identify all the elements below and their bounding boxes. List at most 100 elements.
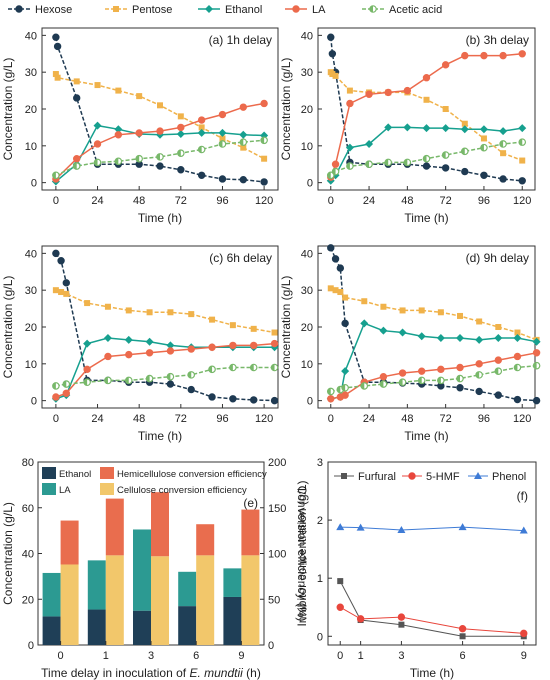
data-point-Ethanol [479,125,488,134]
y-right-tick-label: 150 [268,503,286,515]
x-axis-label: Time (h) [138,429,182,443]
data-point-Hexose [475,387,483,396]
data-point-Pentose [461,120,468,127]
data-point-5-HMF [458,625,467,633]
y-axis-label: Concentration (g/L) [279,58,293,161]
data-point-Pentose [125,307,132,314]
data-point-Ethanol [176,130,185,139]
data-point-Pentose [177,113,184,120]
data-point-LA [379,373,388,381]
data-point-Acetic acid [460,147,469,156]
panel-f: 0 1 3 6 9 0 1 2 3 Time (h) Inhibitor concentration… [295,457,537,680]
data-point-Ethanol [83,339,92,348]
data-point-LA [73,155,81,163]
data-point-Ethanol [398,328,407,337]
data-point-Hexose [331,255,340,263]
data-point-Acetic acid-fill [260,137,265,144]
data-point-Pentose [198,124,205,131]
y-tick-label: 20 [25,322,37,334]
data-point-Ethanol [403,123,412,132]
x-tick-label: 0 [328,195,334,207]
data-point-Acetic acid [437,376,445,385]
data-point-Hexose [327,33,335,41]
y-tick-label: 0 [28,640,34,652]
y-axis-label: Concentration (g/L) [1,58,15,161]
series-line-Furfural [339,580,524,637]
x-tick-label: 0 [53,195,59,207]
data-point-Phenol [397,525,406,533]
legend-marker [341,473,347,479]
bar-hemicellulose-efficiency [241,509,260,556]
data-point-Acetic acid [499,140,507,148]
data-point-Acetic acid [270,363,279,372]
legend-marker [474,472,482,479]
data-point-LA [145,349,154,357]
x-tick-label: 72 [440,413,452,425]
data-point-Ethanol [341,367,350,376]
data-point-Acetic acid-fill [327,172,331,179]
series-line-Acetic acid [55,139,265,176]
y-tick-label: 40 [301,30,313,42]
data-point-LA [125,350,133,359]
x-tick-label: 1 [358,650,364,662]
legend-label: Cellulose conversion efficiency [117,485,247,496]
data-point-Ethanol [360,319,369,328]
data-point-Pentose [519,157,526,164]
data-point-LA [156,127,164,135]
data-point-Pentose [500,150,507,157]
data-point-Pentose [219,135,226,142]
data-point-Phenol [458,523,467,531]
data-point-Acetic acid-fill [332,168,336,175]
plot-frame [317,245,536,409]
data-point-Acetic acid-fill [327,388,331,395]
bar-la [178,571,197,607]
data-point-Hexose [208,393,216,401]
data-point-Acetic acid-fill [198,146,202,153]
x-axis-label-suffix: (h) [243,666,261,680]
legend-e: Ethanol Hemicellulose conversion efficien… [42,467,267,496]
data-point-Acetic acid [384,158,393,167]
bar-la [42,572,61,617]
data-point-Acetic acid-fill [229,364,233,371]
data-point-Acetic acid-fill [188,371,192,379]
data-point-LA [135,129,143,137]
data-point-Acetic acid [475,371,483,379]
bar-hemicellulose-efficiency [196,524,215,556]
data-point-Acetic acid [360,382,369,390]
data-point-LA [456,363,464,372]
data-point-Phenol [336,523,345,531]
bar-cellulose-efficiency [151,556,169,645]
y-tick-label: 30 [301,67,313,79]
x-tick-label: 1 [103,650,109,662]
data-point-Acetic acid-fill [461,148,465,155]
data-point-Acetic acid [239,138,248,146]
data-point-Pentose [240,144,247,151]
data-point-Ethanol [124,335,133,344]
bar-ethanol [178,606,197,645]
data-point-Acetic acid [135,154,143,163]
data-point-Hexose [260,178,268,186]
data-point-Ethanol [218,128,227,137]
series-line-Hexose [55,37,265,183]
y-tick-label: 20 [301,104,313,116]
data-point-5-HMF [336,603,344,611]
y-tick-label: 40 [301,248,313,260]
y-axis-label: Inhibitor concentration (g/L) [295,480,309,626]
y-tick-label: 10 [25,141,37,153]
data-point-Acetic acid-fill [385,159,389,166]
legend-swatch [100,483,114,495]
y-tick-label: 80 [22,457,34,469]
data-point-Acetic acid-fill [442,151,446,159]
data-point-Ethanol [365,139,374,148]
data-point-Hexose [518,177,526,185]
data-point-Hexose [52,33,60,41]
data-point-Pentose [52,287,59,294]
data-point-Pentose [58,289,65,296]
data-point-LA [187,345,195,353]
data-point-LA [532,349,541,357]
x-axis-label: Time (h) [404,211,448,225]
panel-1: 0 24 48 72 96 120 0 10 20 30 40 Time (h) Concentrati… [279,27,536,225]
panel-label: (f) [517,489,528,503]
data-point-Pentose [423,96,430,103]
series-line-Pentose [330,287,537,341]
